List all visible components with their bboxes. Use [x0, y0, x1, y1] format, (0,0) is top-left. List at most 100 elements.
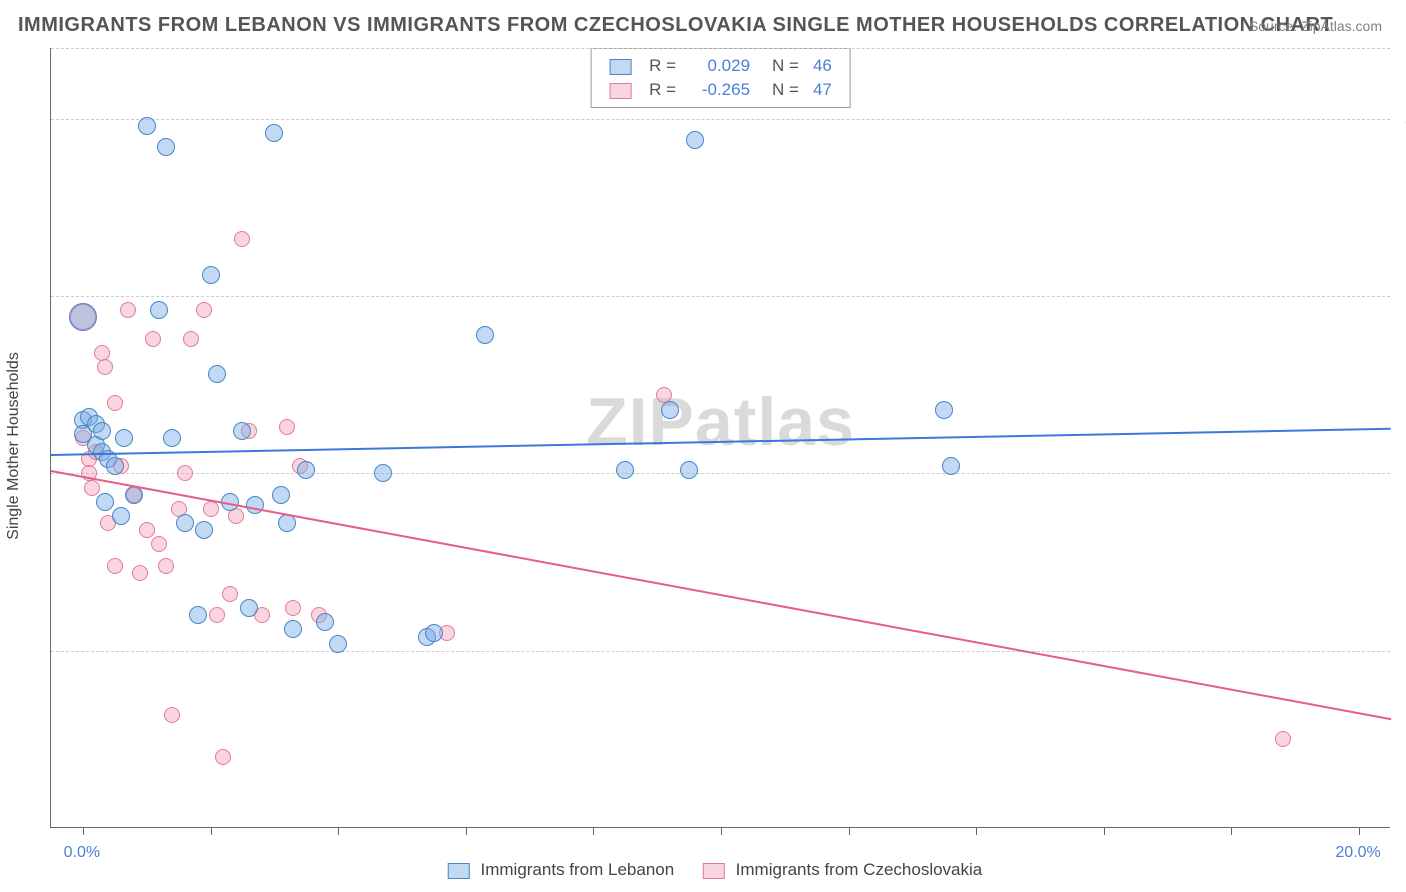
point-series-a — [195, 521, 213, 539]
point-series-b — [279, 419, 295, 435]
x-tick — [1104, 827, 1105, 835]
gridline — [51, 473, 1390, 474]
point-series-a — [374, 464, 392, 482]
x-tick — [849, 827, 850, 835]
x-tick — [338, 827, 339, 835]
legend-n-label: N = — [758, 79, 805, 101]
legend-r-label: R = — [643, 55, 682, 77]
legend-swatch — [609, 83, 631, 99]
point-series-b — [158, 558, 174, 574]
source-label: Source: ZipAtlas.com — [1249, 18, 1382, 34]
legend-swatch — [609, 59, 631, 75]
legend-r-label: R = — [643, 79, 682, 101]
point-series-b — [285, 600, 301, 616]
x-tick — [976, 827, 977, 835]
point-series-b — [215, 749, 231, 765]
y-axis-label: Single Mother Households — [5, 352, 23, 540]
x-tick-label: 20.0% — [1335, 844, 1380, 862]
x-tick — [83, 827, 84, 835]
x-tick-label: 0.0% — [64, 844, 100, 862]
point-series-a — [96, 493, 114, 511]
point-series-a — [202, 266, 220, 284]
point-series-b — [139, 522, 155, 538]
legend-series: Immigrants from Lebanon Immigrants from … — [424, 860, 982, 880]
gridline — [51, 48, 1390, 49]
legend-stat-row: R =-0.265N =47 — [603, 79, 838, 101]
point-series-b — [209, 607, 225, 623]
x-tick — [721, 827, 722, 835]
gridline — [51, 119, 1390, 120]
y-tick-label: 2.5% — [1400, 642, 1406, 660]
point-series-b — [84, 480, 100, 496]
chart-container: IMMIGRANTS FROM LEBANON VS IMMIGRANTS FR… — [0, 0, 1406, 892]
point-series-a — [240, 599, 258, 617]
legend-series-a-label: Immigrants from Lebanon — [480, 860, 674, 879]
point-series-b — [234, 231, 250, 247]
point-series-a — [189, 606, 207, 624]
point-series-a — [157, 138, 175, 156]
point-series-a — [272, 486, 290, 504]
point-series-a — [233, 422, 251, 440]
legend-stats: R =0.029N =46R =-0.265N =47 — [590, 48, 851, 108]
point-series-b — [196, 302, 212, 318]
watermark: ZIPatlas — [586, 383, 855, 461]
point-series-b — [132, 565, 148, 581]
legend-n-value: 46 — [807, 55, 838, 77]
x-tick — [593, 827, 594, 835]
point-series-b — [222, 586, 238, 602]
point-series-a — [112, 507, 130, 525]
point-series-a — [208, 365, 226, 383]
point-series-a — [942, 457, 960, 475]
point-series-a — [476, 326, 494, 344]
y-tick-label: 5.0% — [1400, 464, 1406, 482]
point-series-a — [616, 461, 634, 479]
y-tick-label: 7.5% — [1400, 287, 1406, 305]
point-series-b — [203, 501, 219, 517]
point-series-a — [93, 422, 111, 440]
trendline-series-b — [51, 470, 1391, 720]
point-series-a — [265, 124, 283, 142]
point-series-a — [115, 429, 133, 447]
point-series-a — [329, 635, 347, 653]
point-series-a — [425, 624, 443, 642]
point-series-a — [935, 401, 953, 419]
point-series-a — [297, 461, 315, 479]
point-series-b — [177, 465, 193, 481]
point-series-b — [151, 536, 167, 552]
point-series-a — [246, 496, 264, 514]
legend-series-b-label: Immigrants from Czechoslovakia — [736, 860, 983, 879]
chart-title: IMMIGRANTS FROM LEBANON VS IMMIGRANTS FR… — [18, 14, 1333, 37]
point-series-a — [138, 117, 156, 135]
point-series-a — [69, 303, 97, 331]
point-series-a — [316, 613, 334, 631]
x-tick — [211, 827, 212, 835]
point-series-a — [661, 401, 679, 419]
point-series-b — [97, 359, 113, 375]
source-prefix: Source: — [1249, 18, 1301, 34]
point-series-b — [107, 395, 123, 411]
point-series-a — [163, 429, 181, 447]
legend-n-label: N = — [758, 55, 805, 77]
point-series-b — [120, 302, 136, 318]
point-series-b — [1275, 731, 1291, 747]
point-series-b — [183, 331, 199, 347]
y-tick-label: 10.0% — [1400, 110, 1406, 128]
gridline — [51, 296, 1390, 297]
gridline — [51, 651, 1390, 652]
point-series-a — [176, 514, 194, 532]
swatch-series-a — [448, 863, 470, 879]
point-series-a — [680, 461, 698, 479]
source-value: ZipAtlas.com — [1301, 18, 1382, 34]
point-series-b — [107, 558, 123, 574]
swatch-series-b — [703, 863, 725, 879]
x-tick — [466, 827, 467, 835]
point-series-a — [106, 457, 124, 475]
legend-r-value: 0.029 — [684, 55, 756, 77]
point-series-b — [145, 331, 161, 347]
point-series-a — [686, 131, 704, 149]
legend-n-value: 47 — [807, 79, 838, 101]
point-series-a — [284, 620, 302, 638]
legend-r-value: -0.265 — [684, 79, 756, 101]
plot-area: ZIPatlas R =0.029N =46R =-0.265N =47 2.5… — [50, 48, 1390, 828]
x-tick — [1359, 827, 1360, 835]
